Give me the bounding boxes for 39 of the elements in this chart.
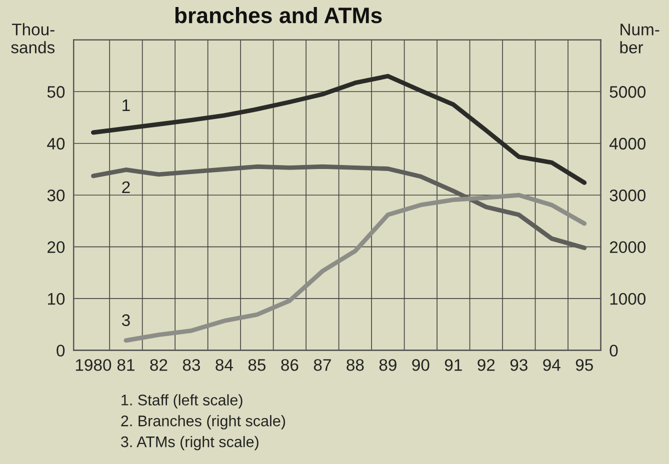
y2-tick-label: 4000: [609, 138, 646, 150]
chart-title: branches and ATMs: [175, 6, 382, 24]
y2-tick-label: 0: [610, 344, 618, 357]
y2-tick-label: 3000: [610, 190, 646, 202]
x-tick-label: 95: [576, 359, 593, 371]
text: 3. ATMs (right scale): [121, 436, 258, 450]
y2-tick-label: 1000: [610, 292, 646, 305]
x-tick-label: 83: [182, 359, 200, 371]
y2-tick-label: 2000: [610, 241, 646, 254]
y-tick-label: 30: [47, 190, 65, 202]
series-label: 3: [122, 314, 130, 326]
x-tick-label: 82: [150, 359, 168, 371]
x-tick-label: 1980: [76, 359, 112, 371]
x-tick-label: 90: [412, 359, 430, 371]
series-label: 2: [122, 181, 130, 193]
x-tick-label: 89: [379, 359, 396, 371]
x-tick-label: 93: [510, 359, 528, 371]
y-tick-label: 0: [56, 344, 65, 357]
x-tick-label: 84: [216, 359, 233, 371]
y2-axis-title: Num- ber: [620, 24, 660, 54]
x-tick-label: 88: [346, 359, 364, 371]
y-tick-label: 50: [47, 86, 65, 98]
y-tick-label: 40: [47, 138, 65, 150]
line-series: [91, 164, 587, 250]
y-axis-title: Thou- sands: [11, 23, 55, 54]
y-tick-label: 10: [48, 292, 65, 305]
text: 2. Branches (right scale): [121, 415, 286, 430]
x-tick-label: 87: [314, 359, 331, 371]
y2-tick-label: 5000: [610, 86, 646, 98]
line-series: [124, 192, 587, 343]
x-tick-label: 92: [478, 359, 495, 371]
x-tick-label: 94: [543, 359, 560, 371]
x-tick-label: 81: [117, 359, 134, 371]
text: 1. Staff (left scale): [122, 394, 242, 408]
x-tick-label: 85: [248, 359, 266, 371]
y-tick-label: 20: [48, 241, 65, 254]
x-tick-label: 91: [444, 359, 462, 371]
series-label: 1: [122, 100, 130, 112]
x-tick-label: 86: [281, 359, 298, 371]
